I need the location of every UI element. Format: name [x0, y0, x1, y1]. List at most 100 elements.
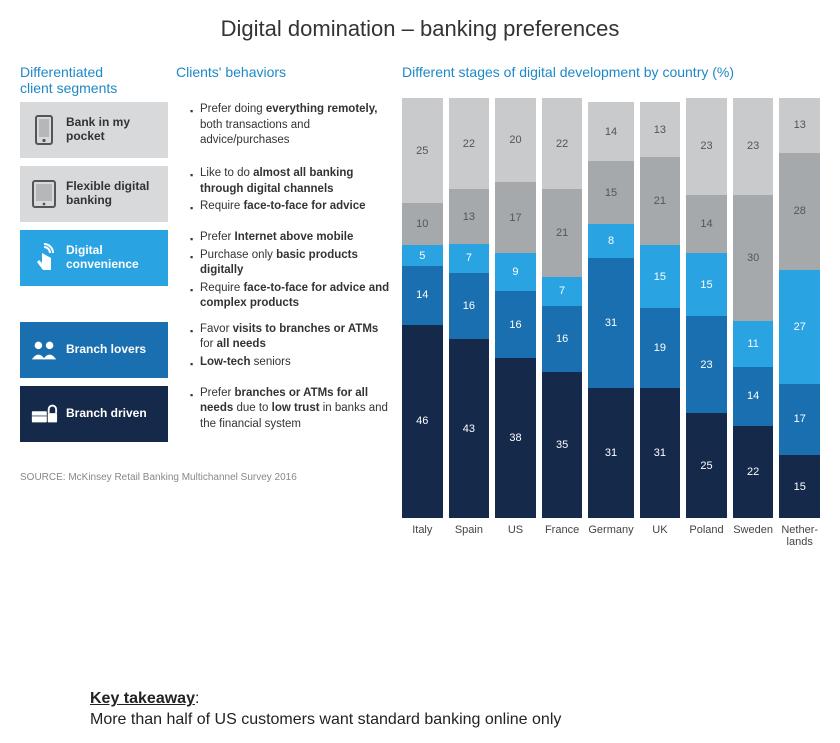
segments-header: Differentiated client segments — [20, 64, 168, 96]
bar-column: 201791638 US — [495, 98, 536, 550]
bar-segment: 35 — [542, 372, 583, 518]
bar-column: 1321151931 UK — [640, 98, 681, 550]
bar-segment: 19 — [640, 308, 681, 388]
bar-segment: 14 — [402, 266, 443, 325]
bar-segment: 14 — [733, 367, 774, 426]
bar-stack: 141583131 — [588, 98, 633, 518]
country-label: Poland — [686, 524, 727, 550]
segment-box: Branch driven — [20, 386, 168, 442]
bar-segment: 16 — [542, 306, 583, 373]
behavior-item: Low-tech seniors — [190, 355, 390, 371]
bar-segment: 43 — [449, 339, 490, 518]
bar-stack: 251051446 — [402, 98, 443, 518]
bar-stack: 201791638 — [495, 98, 536, 518]
bar-segment: 22 — [733, 426, 774, 518]
bar-segment: 13 — [640, 102, 681, 157]
bar-segment: 7 — [542, 277, 583, 306]
bar-segment: 13 — [779, 98, 820, 153]
bar-column: 141583131Germany — [588, 98, 633, 550]
bar-segment: 20 — [495, 98, 536, 182]
country-label: Nether- lands — [779, 524, 820, 550]
segment-box: Branch lovers — [20, 322, 168, 378]
bar-segment: 17 — [495, 182, 536, 253]
bar-segment: 14 — [588, 102, 633, 161]
country-label: Italy — [402, 524, 443, 550]
country-label: US — [495, 524, 536, 550]
takeaway-text: More than half of US customers want stan… — [90, 711, 561, 728]
bar-stack: 222171635 — [542, 98, 583, 518]
country-label: UK — [640, 524, 681, 550]
bar-segment: 23 — [686, 316, 727, 413]
behavior-list: Prefer branches or ATMs for all needs du… — [178, 386, 390, 435]
segment-row: Branch driven Prefer branches or ATMs for… — [20, 386, 390, 442]
bar-segment: 21 — [542, 189, 583, 276]
behavior-item: Require face-to-face for advice — [190, 199, 390, 215]
bar-segment: 28 — [779, 153, 820, 271]
behavior-item: Prefer branches or ATMs for all needs du… — [190, 386, 390, 433]
bar-stack: 2314152325 — [686, 98, 727, 518]
bar-segment: 10 — [402, 203, 443, 245]
behavior-list: Like to do almost all banking through di… — [178, 166, 390, 217]
behavior-list: Favor visits to branches or ATMs for all… — [178, 322, 390, 373]
behaviors-header: Clients' behaviors — [176, 64, 286, 96]
segment-box: Bank in my pocket — [20, 102, 168, 158]
bar-segment: 46 — [402, 325, 443, 518]
bar-stack: 1328271715 — [779, 98, 820, 518]
bar-segment: 31 — [588, 258, 633, 388]
behavior-item: Favor visits to branches or ATMs for all… — [190, 322, 390, 353]
phone-icon — [30, 114, 58, 146]
behavior-item: Prefer doing everything remotely, both t… — [190, 102, 390, 149]
country-label: Germany — [588, 524, 633, 550]
segment-row: Bank in my pocket Prefer doing everything… — [20, 102, 390, 158]
country-label: France — [542, 524, 583, 550]
bar-segment: 15 — [640, 245, 681, 308]
bar-stack: 1321151931 — [640, 98, 681, 518]
bar-segment: 9 — [495, 253, 536, 291]
behavior-item: Require face-to-face for advice and comp… — [190, 281, 390, 312]
tablet-icon — [30, 178, 58, 210]
bar-segment: 16 — [449, 273, 490, 340]
tap-icon — [30, 242, 58, 274]
segment-row: Flexible digital banking Like to do almos… — [20, 166, 390, 222]
bar-column: 251051446 Italy — [402, 98, 443, 550]
behavior-item: Purchase only basic products digitally — [190, 248, 390, 279]
bar-segment: 25 — [686, 413, 727, 518]
takeaway-label: Key takeaway — [90, 690, 195, 707]
bar-segment: 23 — [686, 98, 727, 195]
chart-title: Different stages of digital development … — [402, 64, 820, 80]
bar-segment: 25 — [402, 98, 443, 203]
segments-panel: Differentiated client segments Clients' … — [20, 64, 390, 550]
bar-segment: 31 — [588, 388, 633, 518]
country-label: Sweden — [733, 524, 774, 550]
bar-segment: 15 — [686, 253, 727, 316]
bar-column: 2330111422Sweden — [733, 98, 774, 550]
segment-box: Digital convenience — [20, 230, 168, 286]
segment-row: Digital convenience Prefer Internet above… — [20, 230, 390, 314]
segment-label: Branch driven — [66, 407, 147, 421]
bar-segment: 27 — [779, 270, 820, 383]
bar-segment: 21 — [640, 157, 681, 245]
source-text: SOURCE: McKinsey Retail Banking Multicha… — [20, 472, 390, 483]
segment-label: Bank in my pocket — [66, 116, 158, 144]
bar-stack: 221371643 — [449, 98, 490, 518]
bar-segment: 17 — [779, 384, 820, 455]
key-takeaway: Key takeaway: More than half of US custo… — [90, 688, 810, 731]
bar-column: 2314152325Poland — [686, 98, 727, 550]
country-label: Spain — [449, 524, 490, 550]
segment-label: Digital convenience — [66, 244, 158, 272]
bar-segment: 31 — [640, 388, 681, 518]
behavior-list: Prefer Internet above mobilePurchase onl… — [178, 230, 390, 314]
bar-column: 222171635 France — [542, 98, 583, 550]
behavior-item: Like to do almost all banking through di… — [190, 166, 390, 197]
people-icon — [30, 334, 58, 366]
segment-row: Branch lovers Favor visits to branches or… — [20, 322, 390, 378]
bar-segment: 15 — [588, 161, 633, 224]
bar-segment: 30 — [733, 195, 774, 321]
segment-label: Flexible digital banking — [66, 180, 158, 208]
stacked-bar-chart: 251051446Italy221371643Spain201791638US2… — [402, 90, 820, 550]
bar-segment: 38 — [495, 358, 536, 518]
bar-segment: 14 — [686, 195, 727, 254]
bar-segment: 8 — [588, 224, 633, 258]
page-title: Digital domination – banking preferences — [20, 16, 820, 42]
takeaway-colon: : — [195, 690, 199, 707]
